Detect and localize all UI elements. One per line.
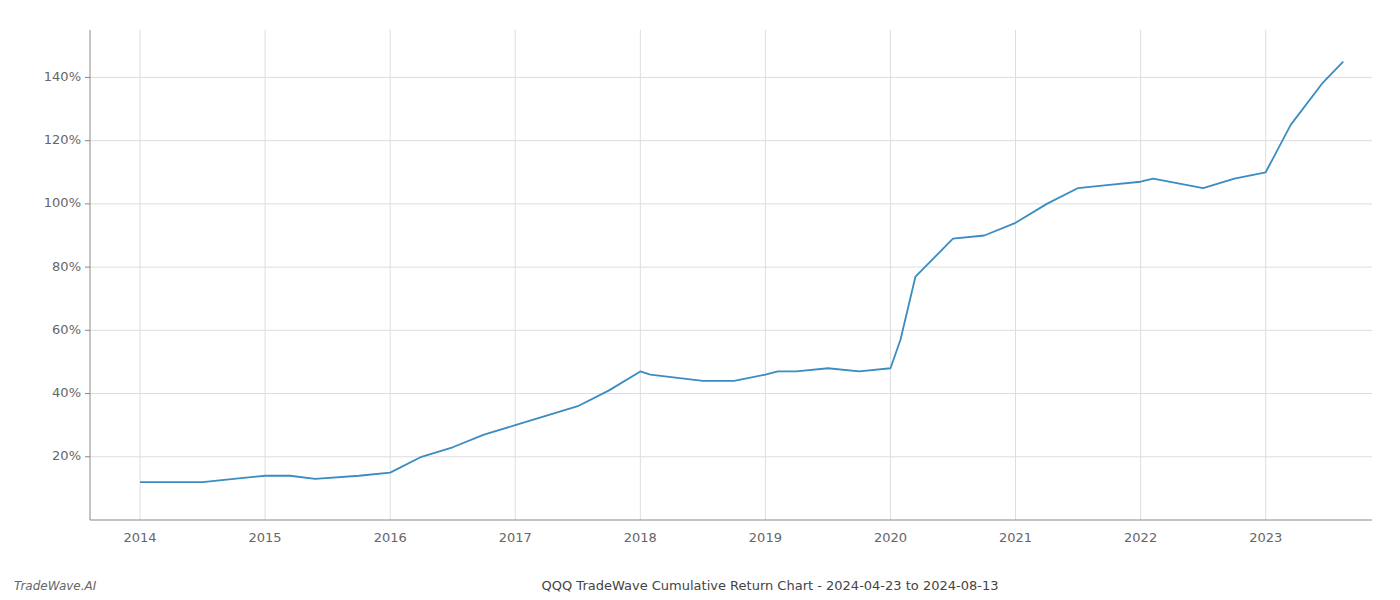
page: {"chart_data": { "type": "line", "title"… [0,0,1400,600]
y-grid-line [90,267,1372,268]
line [140,62,1343,482]
y-tick [85,393,90,394]
y-tick [85,77,90,78]
y-grid-line [90,330,1372,331]
x-grid-line [1015,30,1016,520]
chart-container: 20% 40% 60% 80% 100% 120% 140% 2014 2015 2016 2017… [0,0,1400,600]
y-tick [85,456,90,457]
x-grid-line [1265,30,1266,520]
x-grid-line [1140,30,1141,520]
y-grid-line [90,203,1372,204]
x-grid-line [265,30,266,520]
x-grid-line [640,30,641,520]
x-tick-label: 2023 [1249,530,1282,545]
plot-marks [140,62,1343,482]
x-grid-line [765,30,766,520]
x-tick-label: 2014 [123,530,156,545]
x-tick-label: 2016 [374,530,407,545]
y-tick [85,267,90,268]
y-tick-label: 80% [52,259,81,274]
y-tick-label: 20% [52,448,81,463]
x-tick-label: 2020 [874,530,907,545]
y-tick-label: 60% [52,322,81,337]
watermark: TradeWave.AI [14,579,97,593]
y-tick-label: 120% [44,132,81,147]
y-axis-line [90,30,91,520]
x-tick-label: 2019 [749,530,782,545]
y-grid-line [90,77,1372,78]
x-tick-label: 2017 [499,530,532,545]
x-tick-label: 2021 [999,530,1032,545]
y-grid-line [90,393,1372,394]
x-tick-label: 2018 [624,530,657,545]
y-tick-label: 40% [52,385,81,400]
y-tick [85,203,90,204]
x-axis-line [90,520,1372,521]
ticks: 20% 40% 60% 80% 100% 120% 140% 2014 2015 2016 2017… [44,69,1282,545]
y-grid-line [90,140,1372,141]
y-tick [85,140,90,141]
x-grid-line [140,30,141,520]
x-grid-line [390,30,391,520]
x-grid-line [515,30,516,520]
y-grid-line [90,456,1372,457]
y-tick [85,330,90,331]
chart-svg: 20% 40% 60% 80% 100% 120% 140% 2014 2015 2016 2017… [0,0,1400,600]
x-tick-label: 2015 [249,530,282,545]
x-grid-line [890,30,891,520]
y-tick-label: 100% [44,195,81,210]
y-tick-label: 140% [44,69,81,84]
grid [90,30,1372,520]
x-tick-label: 2022 [1124,530,1157,545]
title: QQQ TradeWave Cumulative Return Chart - … [542,578,999,593]
